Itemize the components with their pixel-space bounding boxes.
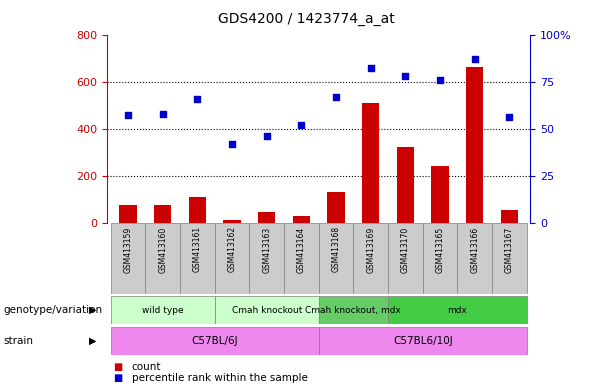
Text: GSM413160: GSM413160 (158, 226, 167, 273)
Text: C57BL/6J: C57BL/6J (191, 336, 238, 346)
Bar (293, 216, 310, 223)
Text: mdx: mdx (447, 306, 467, 314)
Bar (501, 210, 518, 223)
Text: ▶: ▶ (89, 305, 97, 315)
Text: ■: ■ (113, 373, 123, 383)
Text: strain: strain (3, 336, 33, 346)
Text: ■: ■ (113, 362, 123, 372)
Point (123, 113, 133, 119)
Point (504, 114, 514, 121)
Bar (432, 166, 449, 223)
Bar (466, 68, 484, 223)
Text: GSM413161: GSM413161 (193, 226, 202, 272)
Point (331, 94, 341, 100)
Text: GSM413159: GSM413159 (124, 226, 132, 273)
Point (400, 73, 410, 79)
Point (262, 133, 272, 139)
FancyBboxPatch shape (319, 296, 388, 324)
Bar (189, 197, 206, 223)
Text: GSM413165: GSM413165 (436, 226, 444, 273)
Text: GDS4200 / 1423774_a_at: GDS4200 / 1423774_a_at (218, 12, 395, 25)
Point (470, 56, 480, 62)
FancyBboxPatch shape (284, 223, 319, 294)
FancyBboxPatch shape (111, 296, 215, 324)
FancyBboxPatch shape (111, 223, 145, 294)
Text: C57BL6/10J: C57BL6/10J (393, 336, 452, 346)
Text: genotype/variation: genotype/variation (3, 305, 102, 315)
Point (435, 77, 445, 83)
FancyBboxPatch shape (457, 223, 492, 294)
Text: GSM413164: GSM413164 (297, 226, 306, 273)
Text: count: count (132, 362, 161, 372)
Text: GSM413170: GSM413170 (401, 226, 410, 273)
Text: GSM413168: GSM413168 (332, 226, 341, 272)
Text: GSM413169: GSM413169 (366, 226, 375, 273)
FancyBboxPatch shape (215, 223, 249, 294)
FancyBboxPatch shape (492, 223, 527, 294)
Text: GSM413167: GSM413167 (505, 226, 514, 273)
FancyBboxPatch shape (180, 223, 215, 294)
FancyBboxPatch shape (145, 223, 180, 294)
FancyBboxPatch shape (388, 296, 527, 324)
FancyBboxPatch shape (423, 223, 457, 294)
Text: GSM413162: GSM413162 (227, 226, 237, 272)
Text: Cmah knockout: Cmah knockout (232, 306, 302, 314)
FancyBboxPatch shape (319, 223, 354, 294)
Text: wild type: wild type (142, 306, 183, 314)
FancyBboxPatch shape (319, 327, 527, 355)
Bar (154, 205, 172, 223)
Text: Cmah knockout, mdx: Cmah knockout, mdx (305, 306, 402, 314)
Point (158, 111, 167, 117)
Point (192, 96, 202, 102)
Text: GSM413163: GSM413163 (262, 226, 272, 273)
Bar (327, 192, 345, 223)
Bar (223, 220, 241, 223)
Bar (362, 103, 379, 223)
Text: ▶: ▶ (89, 336, 97, 346)
FancyBboxPatch shape (388, 223, 423, 294)
Point (366, 65, 376, 71)
FancyBboxPatch shape (111, 327, 319, 355)
Bar (120, 205, 137, 223)
FancyBboxPatch shape (215, 296, 319, 324)
Text: percentile rank within the sample: percentile rank within the sample (132, 373, 308, 383)
Bar (258, 212, 275, 223)
Bar (397, 147, 414, 223)
Text: GSM413166: GSM413166 (470, 226, 479, 273)
FancyBboxPatch shape (249, 223, 284, 294)
Point (297, 122, 306, 128)
FancyBboxPatch shape (354, 223, 388, 294)
Point (227, 141, 237, 147)
